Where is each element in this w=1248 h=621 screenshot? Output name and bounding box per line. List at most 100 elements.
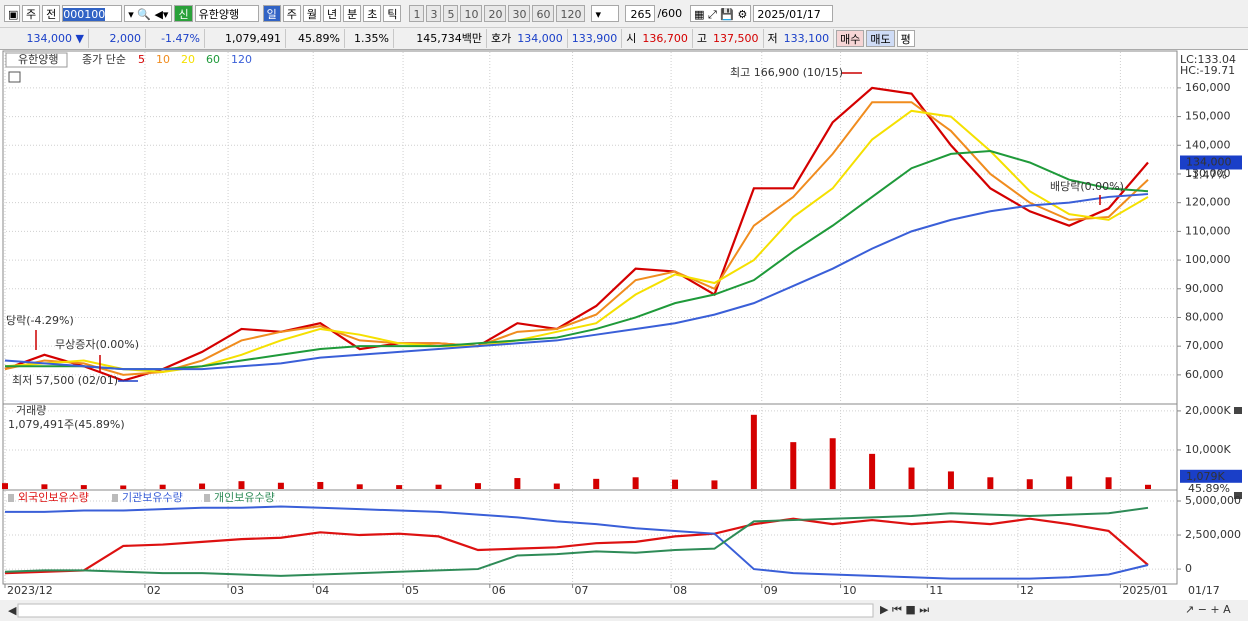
interval-button[interactable]: 10: [460, 5, 483, 22]
stock-name[interactable]: 유한양행: [194, 5, 259, 22]
volume-bar: [711, 480, 718, 489]
quote-bar: 134,000 ▼ 2,000 -1.47% 1,079,491 45.89% …: [0, 28, 1248, 50]
y-tick-label: 110,000: [1185, 224, 1231, 237]
title-box: [5, 52, 68, 68]
volume-bar: [159, 484, 166, 489]
count-input[interactable]: 265: [625, 5, 656, 22]
x-tick-label: 09: [764, 584, 778, 597]
legend-entry: 5: [138, 53, 145, 66]
volume-ratio: 45.89%: [286, 29, 345, 48]
legend-entry: 60: [206, 53, 220, 66]
volume-bar: [790, 442, 797, 489]
legend-entry: 120: [231, 53, 252, 66]
period-button[interactable]: 틱: [383, 5, 402, 22]
interval-button[interactable]: 30: [508, 5, 531, 22]
interval-button[interactable]: 1: [409, 5, 425, 22]
panel-close[interactable]: [1234, 492, 1242, 499]
y-tick-label: 90,000: [1185, 282, 1224, 295]
annotation: 최저 57,500 (02/01): [12, 374, 118, 387]
low: 133,100: [780, 29, 835, 48]
open-label: 시: [626, 32, 637, 45]
volume-bar: [829, 438, 836, 489]
series-line: [4, 101, 1149, 376]
x-tick-label: 02: [147, 584, 161, 597]
series-line: [5, 505, 1149, 580]
x-tick-label: 06: [492, 584, 506, 597]
code-input[interactable]: 000100: [62, 5, 123, 22]
unit-select[interactable]: ▾: [591, 5, 620, 22]
volume-bar: [317, 481, 324, 489]
interval-button[interactable]: 120: [556, 5, 586, 22]
panel-close[interactable]: [1234, 407, 1242, 414]
volume-bar: [553, 483, 560, 489]
period-button[interactable]: 주: [282, 5, 301, 22]
x-tick-label: 05: [405, 584, 419, 597]
y-tick-label: 130,000: [1185, 167, 1231, 180]
x-tick-label: 12: [1020, 584, 1034, 597]
legend-entry: 기관보유수량: [122, 491, 183, 504]
x-tick-label: 07: [575, 584, 589, 597]
buy-button[interactable]: 매수: [836, 30, 865, 47]
volume: 1,079,491: [205, 29, 286, 48]
badge: 신: [174, 5, 193, 22]
y-tick-label: 0: [1185, 562, 1192, 575]
period-button[interactable]: 분: [343, 5, 362, 22]
menu-icon[interactable]: ▣: [4, 5, 20, 22]
period-button[interactable]: 월: [302, 5, 321, 22]
period-button[interactable]: 초: [363, 5, 382, 22]
scope-button[interactable]: 전: [42, 5, 61, 22]
zoom-controls[interactable]: ↗ − + A: [1185, 603, 1231, 616]
interval-button[interactable]: 5: [443, 5, 459, 22]
avg-button[interactable]: 평: [896, 30, 915, 47]
period-button[interactable]: 년: [322, 5, 342, 22]
volume-bar: [277, 482, 284, 489]
y-tick-label: 80,000: [1185, 310, 1224, 323]
last-price-box: [1180, 155, 1242, 170]
series-line: [4, 193, 1149, 371]
y-tick-label: 70,000: [1185, 339, 1224, 352]
volume-bar: [987, 477, 994, 489]
x-tick-label: 2023/12: [7, 584, 53, 597]
volume-bar: [1026, 479, 1033, 489]
legend-entry: 20: [181, 53, 195, 66]
x-tick-label: 08: [673, 584, 687, 597]
last-ratio: 45.89%: [1188, 482, 1230, 495]
low-label: 저: [767, 32, 778, 45]
date-input[interactable]: 2025/01/17: [753, 5, 834, 22]
volume-bar: [1066, 476, 1073, 489]
scroll-controls[interactable]: ▶ ⏮ ■ ⏭: [880, 603, 929, 616]
period-button[interactable]: 일: [262, 5, 281, 22]
volume-bar: [1145, 484, 1151, 489]
price: 134,000 ▼: [0, 29, 89, 48]
x-end-label: 01/17: [1188, 584, 1220, 597]
last-change: -1.47%: [1188, 168, 1227, 181]
panel-subtitle: 1,079,491주(45.89%): [8, 418, 125, 431]
y-tick-label: 5,000,000: [1185, 494, 1241, 507]
table-icon[interactable]: [8, 71, 21, 83]
y-tick-label: 150,000: [1185, 110, 1231, 123]
volume-bar: [869, 453, 876, 489]
tool-icons[interactable]: ▦ ⤢ 💾 ⚙: [690, 5, 752, 22]
sell-button[interactable]: 매도: [866, 30, 895, 47]
x-tick-label: 03: [230, 584, 244, 597]
search-icons[interactable]: ▾ 🔍 ◀▾: [124, 5, 173, 22]
legend-swatch: [204, 494, 210, 502]
y-tick-label: 2,500,000: [1185, 528, 1241, 541]
high-label: 고: [696, 32, 707, 45]
legend-swatch: [112, 494, 118, 502]
volume-bar: [41, 484, 48, 489]
market-select[interactable]: 주: [22, 5, 41, 22]
scroll-left[interactable]: ◀: [8, 604, 17, 617]
scroll-thumb[interactable]: [17, 603, 874, 618]
interval-button[interactable]: 60: [532, 5, 555, 22]
series-line: [4, 506, 1149, 577]
interval-button[interactable]: 3: [426, 5, 442, 22]
interval-button[interactable]: 20: [484, 5, 507, 22]
annotation: 배당락(0.00%): [1050, 180, 1124, 193]
hc-label: HC:-19.71: [1180, 64, 1235, 77]
volume-bar: [1105, 477, 1112, 489]
high: 137,500: [709, 29, 764, 48]
